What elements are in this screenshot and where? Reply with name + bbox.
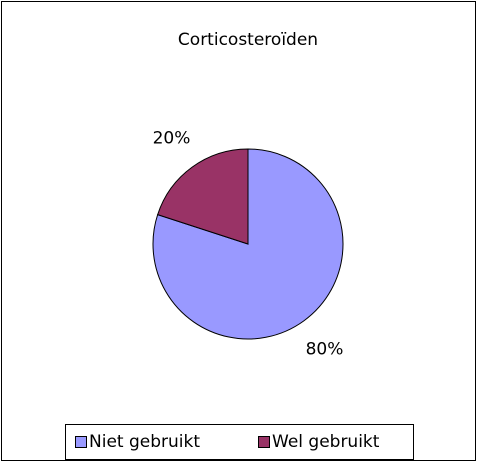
data-label: 20% xyxy=(153,129,191,149)
pie-slice xyxy=(157,148,249,245)
legend-label: Wel gebruikt xyxy=(272,432,380,452)
data-label: 80% xyxy=(306,339,344,359)
chart-title: Corticosteroïden xyxy=(178,30,318,50)
legend-swatch xyxy=(75,436,87,448)
legend-swatch xyxy=(258,436,270,448)
legend-box xyxy=(65,424,414,460)
legend-label: Niet gebruikt xyxy=(89,432,200,452)
